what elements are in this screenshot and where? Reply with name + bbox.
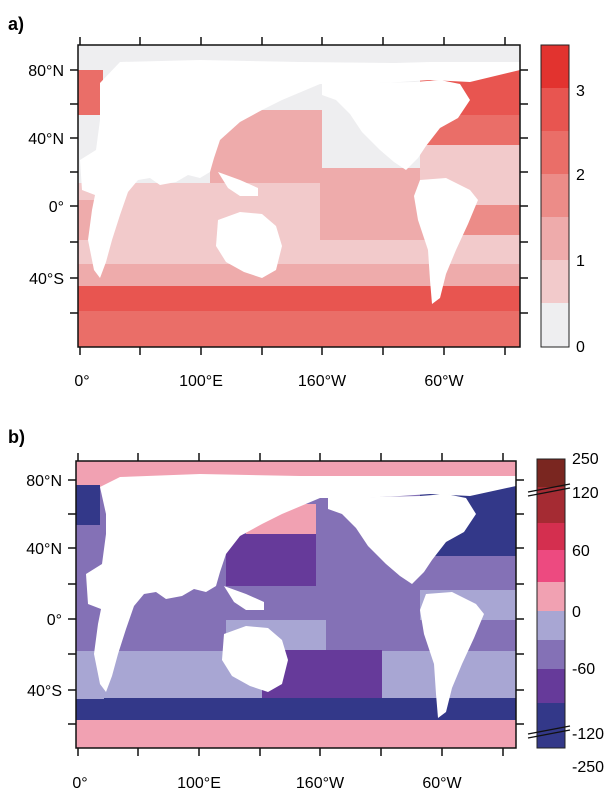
panel-b-lon-labels: 0° 100°E 160°W 60°W — [72, 775, 462, 792]
colorbar-b-swatch — [537, 669, 565, 703]
region-norwegian-sea — [76, 485, 100, 525]
south-america-land — [414, 178, 478, 304]
colorbar-b-label: -250 — [572, 759, 604, 776]
colorbar-a-swatch — [541, 88, 569, 131]
colorbar-b-label: -60 — [572, 661, 595, 678]
lon-tick-label: 0° — [72, 775, 87, 792]
colorbar-a-swatch — [541, 131, 569, 174]
colorbar-a-swatch — [541, 303, 569, 347]
panel-a-frame — [77, 44, 521, 348]
panel-a-lon-labels: 0° 100°E 160°W 60°W — [74, 373, 464, 390]
colorbar-b-swatch — [537, 582, 565, 611]
region-south-mid — [78, 264, 520, 286]
panel-b-colorbar: 250 120 60 0 -60 -120 -250 — [527, 451, 604, 776]
lon-tick-label: 0° — [74, 373, 89, 390]
colorbar-a-frame — [540, 44, 570, 348]
north-america-land — [328, 494, 476, 584]
lat-tick-label: 40°N — [28, 131, 64, 148]
colorbar-b-swatch — [537, 459, 565, 487]
greenland-land — [476, 476, 512, 492]
lon-tick-label: 160°W — [298, 373, 347, 390]
land-a — [80, 60, 520, 304]
lat-tick-label: 40°S — [29, 271, 64, 288]
panel-a: a) — [8, 14, 585, 390]
lon-tick-label: 60°W — [424, 373, 464, 390]
colorbar-b-label: 0 — [572, 604, 581, 621]
panel-a-lat-labels: 80°N 40°N 0° 40°S — [28, 63, 64, 288]
greenland-land — [470, 62, 510, 78]
region-southern-ocean — [76, 698, 516, 720]
colorbar-b-swatch — [537, 611, 565, 640]
colorbar-a-label: 1 — [576, 253, 585, 270]
region-north-pacific-west — [226, 534, 316, 586]
region-eastern-pacific — [320, 168, 430, 240]
region-antarctic-fringe — [76, 720, 516, 748]
lat-tick-label: 0° — [47, 612, 62, 629]
eurasia-africa-land — [86, 474, 516, 692]
colorbar-a-label: 2 — [576, 167, 585, 184]
colorbar-b-label: -120 — [572, 726, 604, 743]
lat-tick-label: 0° — [49, 199, 64, 216]
southeast-asia-land — [224, 586, 264, 610]
lat-tick-label: 40°S — [27, 683, 62, 700]
colorbar-b-label: 250 — [572, 451, 599, 468]
eurasia-africa-land — [80, 60, 520, 278]
lat-tick-label: 80°N — [26, 473, 62, 490]
colorbar-a-swatch — [541, 174, 569, 217]
colorbar-a-label: 0 — [576, 339, 585, 356]
colorbar-break-marks — [527, 483, 571, 739]
lon-tick-label: 100°E — [179, 373, 223, 390]
lon-tick-label: 60°W — [422, 775, 462, 792]
region-antarctic-fringe — [78, 311, 520, 347]
australia-land — [216, 212, 282, 278]
colorbar-b-label: 60 — [572, 543, 590, 560]
region-atlantic-subtropics — [420, 145, 520, 183]
southeast-asia-land — [218, 172, 258, 196]
panel-a-map — [78, 45, 520, 347]
panel-a-ticks — [70, 37, 528, 355]
panel-b-map — [76, 461, 516, 748]
panel-b-label: b) — [8, 427, 25, 447]
north-america-land — [322, 80, 470, 170]
colorbar-b-frame — [536, 458, 566, 749]
land-b — [86, 474, 516, 718]
lat-tick-label: 80°N — [28, 63, 64, 80]
colorbar-a-swatch — [541, 217, 569, 260]
panel-b-frame — [75, 460, 517, 749]
region-south-atlantic-east — [470, 651, 516, 698]
panel-b-ticks — [68, 453, 524, 756]
colorbar-a-label: 3 — [576, 83, 585, 100]
colorbar-b-label: 120 — [572, 485, 599, 502]
lat-tick-label: 40°N — [26, 541, 62, 558]
lon-tick-label: 100°E — [177, 775, 221, 792]
panel-b: b) — [8, 427, 604, 792]
australia-land — [222, 626, 288, 692]
south-america-land — [420, 592, 484, 718]
colorbar-b-swatch — [537, 487, 565, 523]
panel-a-colorbar: 3 2 1 0 — [540, 44, 585, 356]
colorbar-a-swatch — [541, 45, 569, 88]
panel-b-lat-labels: 80°N 40°N 0° 40°S — [26, 473, 62, 700]
region-southern-ocean — [78, 286, 520, 311]
colorbar-a-swatch — [541, 260, 569, 303]
colorbar-b-swatch — [537, 640, 565, 669]
colorbar-b-swatch — [537, 523, 565, 550]
colorbar-b-swatch — [537, 703, 565, 748]
lon-tick-label: 160°W — [296, 775, 345, 792]
colorbar-b-swatch — [537, 550, 565, 582]
region-norwegian-sea — [78, 70, 103, 115]
panel-a-label: a) — [8, 14, 24, 34]
